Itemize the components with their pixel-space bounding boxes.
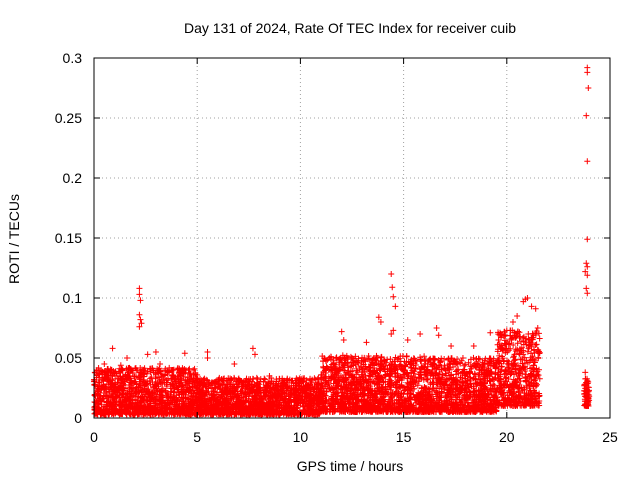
data-point <box>116 410 123 417</box>
data-point <box>131 373 138 380</box>
data-point <box>160 376 167 383</box>
data-point <box>136 375 143 382</box>
data-point <box>158 394 165 401</box>
data-point <box>149 365 156 372</box>
data-point <box>261 375 268 382</box>
data-point <box>112 375 119 382</box>
data-point <box>116 386 123 393</box>
data-point <box>118 365 125 372</box>
data-point <box>109 373 116 380</box>
data-point <box>177 379 184 386</box>
data-point <box>186 377 193 384</box>
data-point <box>105 385 112 392</box>
data-point <box>174 376 181 383</box>
data-point <box>180 373 187 380</box>
data-point <box>103 386 110 393</box>
data-point <box>143 370 150 377</box>
data-point <box>161 379 168 386</box>
data-point <box>130 384 137 391</box>
data-point <box>126 402 133 409</box>
data-point <box>141 385 148 392</box>
data-point <box>159 373 166 380</box>
data-point <box>169 371 176 378</box>
data-point <box>154 393 161 400</box>
data-point <box>99 368 106 375</box>
data-point <box>94 388 101 395</box>
data-point <box>91 376 98 383</box>
data-point <box>459 355 466 362</box>
data-point <box>164 400 171 407</box>
data-point <box>189 401 196 408</box>
data-point <box>152 383 159 390</box>
data-point <box>162 371 169 378</box>
data-point <box>176 380 183 387</box>
data-point <box>156 388 163 395</box>
data-point <box>181 385 188 392</box>
data-point <box>111 405 118 412</box>
data-point <box>119 367 126 374</box>
data-point <box>120 393 127 400</box>
data-point <box>168 388 175 395</box>
data-point <box>188 398 195 405</box>
data-point <box>166 368 173 375</box>
data-point <box>186 365 193 372</box>
data-point <box>102 393 109 400</box>
points-layer <box>91 64 593 418</box>
data-point <box>147 375 154 382</box>
data-point <box>102 375 109 382</box>
data-point <box>123 397 130 404</box>
data-point <box>175 370 182 377</box>
data-point <box>170 366 177 373</box>
data-point <box>134 367 141 374</box>
data-point <box>131 373 138 380</box>
data-point <box>146 366 153 373</box>
data-point <box>107 378 114 385</box>
data-point <box>190 390 197 397</box>
data-point <box>453 367 460 374</box>
grid-layer <box>94 58 610 418</box>
data-point <box>157 398 164 405</box>
data-point <box>183 382 190 389</box>
data-point <box>136 380 143 387</box>
data-point <box>114 379 121 386</box>
data-point <box>171 378 178 385</box>
data-point <box>178 396 185 403</box>
data-point <box>187 370 194 377</box>
data-point <box>424 376 431 383</box>
data-point <box>189 380 196 387</box>
data-point <box>154 380 161 387</box>
data-point <box>96 379 103 386</box>
data-point <box>103 381 110 388</box>
data-point <box>191 365 198 372</box>
data-point <box>132 378 139 385</box>
